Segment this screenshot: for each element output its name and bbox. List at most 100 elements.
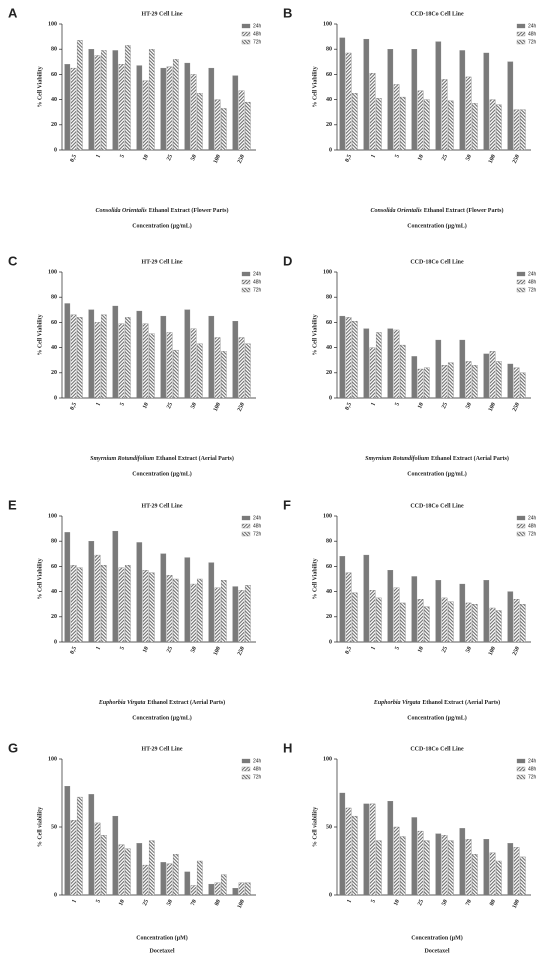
legend-swatch (241, 774, 251, 780)
x-tick-label: 100 (237, 899, 246, 910)
y-axis-label: % Cell Viability (312, 314, 318, 355)
x-tick-label: 100 (512, 899, 521, 910)
bar (136, 843, 143, 896)
bar (190, 885, 197, 896)
bar (465, 839, 472, 896)
y-axis-label: % Cell Viability (37, 314, 43, 355)
bar (142, 80, 149, 151)
x-axis-label-2: Concentration (µg/mL) (407, 470, 467, 477)
bar (208, 315, 215, 399)
x-tick-label: 70 (465, 899, 473, 907)
panel-letter: G (8, 740, 18, 755)
bar (411, 49, 418, 151)
bar (345, 572, 352, 643)
bar (172, 578, 179, 643)
legend-swatch (241, 758, 251, 764)
bar (417, 90, 424, 151)
bar (435, 833, 442, 896)
bar (411, 356, 418, 399)
bar (339, 315, 346, 399)
x-axis-label: Smyrnium Rotundifolium Ethanol Extract (A… (90, 455, 234, 462)
x-tick-label: 100 (213, 402, 222, 413)
legend-label: 72h (253, 287, 262, 293)
panel-letter: E (8, 497, 17, 512)
legend-label: 72h (528, 531, 537, 537)
x-tick-label: 10 (142, 646, 150, 654)
x-axis-label-2: Docetaxel (150, 948, 175, 954)
bar (459, 583, 466, 643)
species-name: Smyrnium Rotundifolium (90, 456, 154, 462)
legend-label: 24h (528, 515, 537, 521)
y-tick-label: 0 (54, 639, 57, 645)
legend-swatch (241, 271, 251, 277)
bar (417, 599, 424, 643)
y-tick-label: 40 (326, 589, 332, 595)
bar (495, 361, 502, 399)
bar (345, 52, 352, 151)
x-axis-label-rest: Ethanol Extract (Aerial Parts) (431, 455, 509, 462)
bar (238, 337, 245, 399)
bar (375, 98, 382, 151)
bar (519, 604, 526, 643)
legend-label: 24h (528, 758, 537, 764)
legend-swatch (516, 279, 526, 285)
bar (70, 564, 77, 643)
panel-letter: D (283, 253, 292, 268)
bar (459, 828, 466, 896)
x-axis-label: Consolida Orientalis Ethanol Extract (Flo… (96, 207, 229, 214)
y-tick-label: 60 (326, 72, 332, 78)
bar (244, 101, 251, 151)
panel-letter: H (283, 740, 292, 755)
bar (214, 99, 221, 151)
x-tick-label: 250 (237, 402, 246, 413)
bar (369, 803, 376, 896)
bar (399, 344, 406, 399)
bar (220, 874, 227, 896)
legend-swatch (516, 39, 526, 45)
bar (447, 601, 454, 643)
bar (495, 860, 502, 896)
x-tick-label: 100 (213, 646, 222, 657)
legend-swatch (241, 23, 251, 29)
bar (435, 41, 442, 151)
bar (64, 64, 71, 151)
x-tick-label: 1 (370, 402, 377, 407)
bar (519, 109, 526, 151)
x-tick-label: 100 (488, 646, 497, 657)
legend-label: 48h (528, 523, 537, 529)
legend-label: 72h (253, 39, 262, 45)
y-tick-label: 20 (326, 614, 332, 620)
y-tick-label: 0 (329, 892, 332, 898)
y-tick-label: 60 (51, 564, 57, 570)
bar (214, 337, 221, 399)
bar (447, 362, 454, 399)
bar (393, 84, 400, 151)
bar (166, 575, 173, 643)
bar (363, 38, 370, 151)
bar (160, 67, 167, 151)
bar (94, 554, 101, 643)
bar (76, 40, 83, 151)
x-tick-label: 25 (441, 646, 449, 654)
bar (465, 602, 472, 643)
bar (363, 803, 370, 896)
bar (441, 597, 448, 643)
legend-swatch (516, 774, 526, 780)
x-tick-label: 25 (417, 899, 425, 907)
panel-letter: B (283, 5, 292, 20)
x-tick-label: 50 (190, 402, 198, 410)
bar (190, 328, 197, 399)
y-tick-label: 40 (51, 345, 57, 351)
y-tick-label: 60 (326, 320, 332, 326)
bar (471, 103, 478, 151)
bar (244, 882, 251, 896)
bar (70, 820, 77, 896)
bar (88, 49, 95, 151)
x-axis-label-rest: Ethanol Extract (Flower Parts) (149, 207, 229, 214)
bar (351, 320, 358, 399)
bar (387, 570, 394, 643)
y-axis-label: % Cell viability (37, 807, 43, 847)
y-tick-label: 20 (51, 122, 57, 128)
y-tick-label: 80 (326, 539, 332, 545)
x-axis-label-rest: Ethanol Extract (Aerial Parts) (156, 455, 234, 462)
